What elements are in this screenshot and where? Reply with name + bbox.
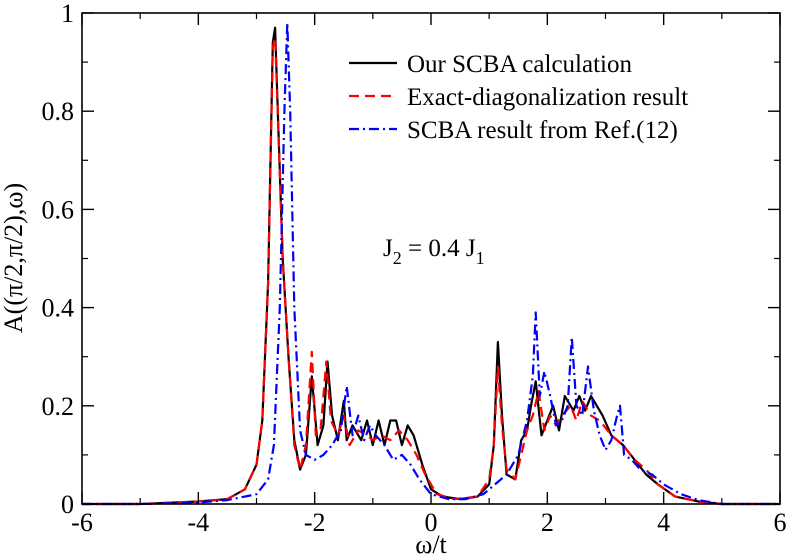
- x-tick-label: 4: [657, 508, 670, 537]
- y-tick-label: 0: [61, 490, 74, 519]
- y-axis-label: A((π/2,π/2),ω): [0, 183, 28, 333]
- x-axis-label: ω/t: [415, 530, 447, 559]
- x-tick-label: 0: [425, 508, 438, 537]
- series-layer: [82, 21, 780, 506]
- series-line-1: [82, 36, 780, 506]
- series-line-0: [82, 26, 780, 506]
- y-tick-label: 0.8: [42, 97, 75, 126]
- y-tick-label: 0.6: [42, 195, 75, 224]
- x-tick-label: 2: [541, 508, 554, 537]
- legend-background: [338, 40, 726, 148]
- y-tick-label: 0.4: [42, 294, 75, 323]
- x-tick-label: 6: [774, 508, 787, 537]
- legend-label-exact-diag: Exact-diagonalization result: [407, 84, 688, 111]
- x-tick-label: -6: [71, 508, 93, 537]
- annotation-sub-2: 2: [393, 248, 402, 268]
- legend-label-our-scba: Our SCBA calculation: [407, 51, 632, 78]
- y-tick-label: 1: [61, 0, 74, 28]
- annotation-mid: = 0.4 J: [402, 235, 476, 262]
- annotation-sub-1: 1: [476, 248, 485, 268]
- ticks-layer: -6 -4 -2 0 2 4 6 0 0.2 0.4 0.6 0.8 1: [42, 0, 787, 537]
- j2-annotation: J2 = 0.4 J1: [383, 235, 485, 268]
- annotation-j: J: [383, 235, 393, 262]
- x-tick-label: -4: [187, 508, 209, 537]
- legend-label-ref12: SCBA result from Ref.(12): [407, 117, 678, 144]
- y-tick-label: 0.2: [42, 392, 75, 421]
- x-tick-label: -2: [304, 508, 326, 537]
- legend: Our SCBA calculation Exact-diagonalizati…: [338, 40, 726, 148]
- series-line-2: [82, 21, 780, 506]
